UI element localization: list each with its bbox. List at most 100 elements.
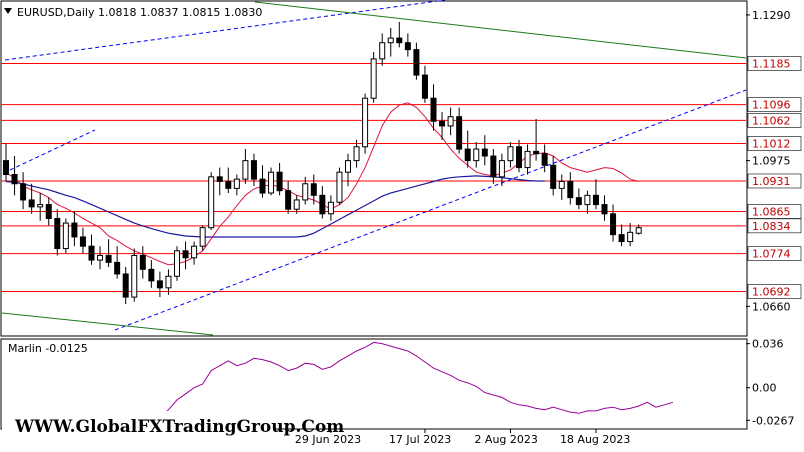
level-tag-label: 1.0865	[752, 206, 791, 219]
candle-body	[490, 155, 497, 178]
candle	[259, 165, 266, 198]
candle	[79, 227, 86, 254]
candle	[54, 209, 61, 256]
candle	[3, 143, 9, 182]
candle	[156, 271, 163, 298]
candle-body	[259, 178, 266, 194]
candle-body	[79, 236, 86, 247]
candle-body	[439, 120, 446, 127]
candle	[225, 167, 232, 194]
channel-upper-ext-line	[9, 129, 96, 171]
candle	[182, 241, 189, 270]
candle	[28, 183, 35, 214]
candle-body	[481, 148, 488, 157]
green-trendline-top	[254, 1, 747, 59]
candle-body	[242, 160, 249, 180]
candle-body	[362, 97, 369, 148]
candle	[122, 267, 129, 305]
candle	[481, 135, 488, 166]
level-tag-label: 1.1096	[752, 99, 791, 112]
candle	[387, 27, 394, 57]
candle-body	[473, 148, 480, 162]
candle-body	[558, 180, 565, 189]
candle-body	[387, 37, 394, 44]
candle	[447, 107, 454, 136]
candle-body	[533, 150, 540, 155]
channel-lower-line	[114, 89, 747, 331]
candle-body	[618, 234, 625, 243]
candle-body	[37, 204, 44, 208]
candle-body	[413, 49, 420, 76]
candle	[148, 260, 155, 288]
candle-body	[404, 42, 411, 51]
candle-body	[550, 164, 557, 189]
green-trendline-bottom	[1, 312, 214, 336]
candle-body	[421, 74, 428, 99]
candle-body	[268, 171, 275, 194]
time-tick-label: 18 Aug 2023	[560, 433, 630, 446]
candle-body	[447, 116, 454, 127]
symbol-header: EURUSD,Daily 1.0818 1.0837 1.0815 1.0830	[17, 6, 262, 19]
level-tag-box	[747, 136, 802, 151]
candle-body	[396, 37, 403, 44]
candle-body	[199, 227, 206, 247]
candle-body	[122, 273, 129, 298]
candle	[327, 195, 334, 221]
candle-body	[88, 245, 95, 261]
candle	[276, 162, 283, 196]
candle	[498, 153, 505, 187]
candle	[379, 33, 386, 66]
candle-body	[285, 190, 292, 210]
candles	[3, 21, 642, 305]
level-tag-label: 1.0774	[752, 248, 791, 261]
candle	[533, 119, 540, 161]
level-tag-box	[747, 113, 802, 128]
candle	[516, 139, 522, 173]
candle	[507, 142, 514, 168]
candle	[302, 176, 309, 205]
candle	[62, 218, 69, 254]
candle	[627, 223, 634, 247]
candle-body	[353, 146, 360, 162]
level-tag-box	[747, 218, 802, 234]
candle-body	[28, 199, 35, 208]
candle	[293, 195, 300, 214]
candle	[362, 93, 369, 154]
candle-body	[336, 171, 343, 203]
candle	[139, 246, 146, 279]
candle-body	[541, 153, 548, 166]
candle-body	[156, 280, 163, 289]
candle	[610, 204, 617, 242]
dropdown-triangle-icon[interactable]	[4, 8, 12, 14]
candle	[216, 167, 223, 196]
level-tag-box	[747, 204, 802, 219]
time-tick-label: 29 Jun 2023	[295, 433, 361, 446]
candle-body	[610, 213, 617, 236]
candle	[421, 65, 428, 103]
level-tag-label: 1.1185	[752, 58, 791, 71]
candle	[550, 156, 557, 196]
candle-body	[191, 245, 198, 259]
candle	[268, 167, 275, 196]
candle-body	[139, 254, 146, 270]
level-tag-label: 1.0931	[752, 175, 791, 188]
candle-body	[216, 176, 223, 182]
candle	[97, 246, 104, 270]
candle-body	[20, 183, 27, 201]
candle	[592, 179, 599, 210]
candle-body	[131, 254, 138, 298]
slow-ma-line	[5, 175, 545, 238]
candle-body	[319, 194, 326, 215]
candle	[601, 195, 608, 221]
candle-body	[370, 58, 377, 99]
candle	[310, 174, 317, 205]
candle-body	[293, 199, 300, 210]
candle	[45, 197, 52, 226]
candle-body	[567, 180, 574, 199]
candle-body	[250, 160, 257, 180]
candle-body	[456, 116, 463, 150]
candle	[490, 149, 497, 184]
candle-body	[592, 194, 599, 206]
indicator-axis: 0.036 0.00 -0.0267	[746, 338, 794, 427]
